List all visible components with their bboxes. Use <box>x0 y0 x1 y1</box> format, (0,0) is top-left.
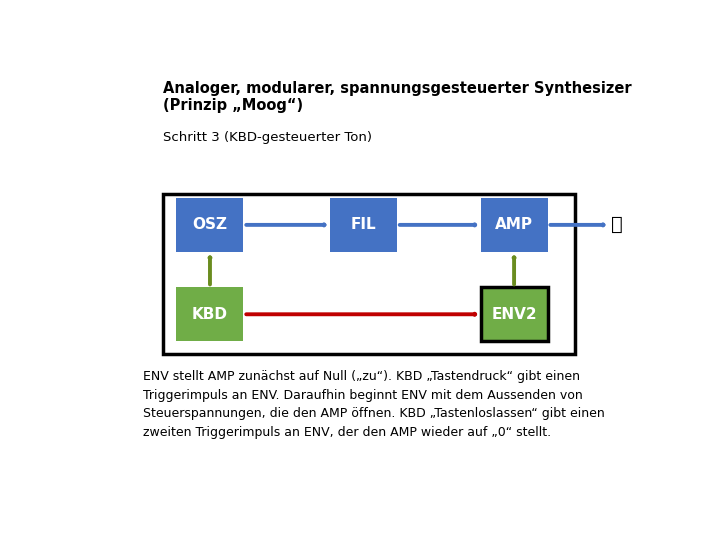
FancyBboxPatch shape <box>176 198 243 252</box>
FancyBboxPatch shape <box>481 287 547 341</box>
FancyBboxPatch shape <box>163 194 575 354</box>
Text: (Prinzip „Moog“): (Prinzip „Moog“) <box>163 98 302 113</box>
FancyBboxPatch shape <box>330 198 397 252</box>
Text: KBD: KBD <box>192 307 228 322</box>
FancyBboxPatch shape <box>176 287 243 341</box>
Text: OSZ: OSZ <box>192 218 228 232</box>
Text: Schritt 3 (KBD-gesteuerter Ton): Schritt 3 (KBD-gesteuerter Ton) <box>163 131 372 144</box>
Text: Analoger, modularer, spannungsgesteuerter Synthesizer: Analoger, modularer, spannungsgesteuerte… <box>163 82 631 97</box>
Text: ENV stellt AMP zunächst auf Null („zu“). KBD „Tastendruck“ gibt einen
Triggerimp: ENV stellt AMP zunächst auf Null („zu“).… <box>143 370 605 439</box>
Text: ENV2: ENV2 <box>491 307 537 322</box>
Text: AMP: AMP <box>495 218 533 232</box>
Text: FIL: FIL <box>351 218 377 232</box>
FancyBboxPatch shape <box>481 198 547 252</box>
Text: 🔊: 🔊 <box>611 214 624 234</box>
